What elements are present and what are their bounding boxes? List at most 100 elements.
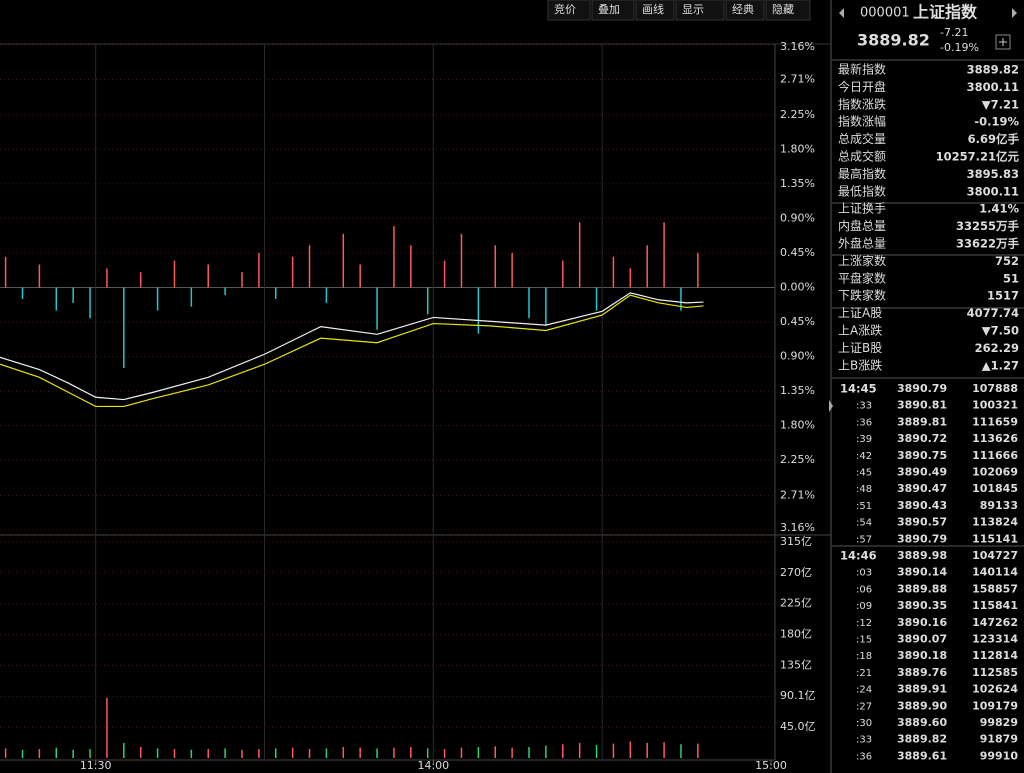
add-button[interactable] <box>995 34 1011 50</box>
stat-label: 指数涨幅 <box>838 114 886 129</box>
trade-volume: 140114 <box>972 566 1018 579</box>
trade-time: :12 <box>856 618 872 629</box>
y-tick-label: 270亿 <box>780 566 812 579</box>
stat-value: 1.41% <box>979 202 1019 216</box>
trade-volume: 113824 <box>972 516 1018 529</box>
trade-time: :39 <box>856 434 872 445</box>
collapse-arrow[interactable] <box>829 400 833 412</box>
y-tick-label: 0.45% <box>780 315 815 328</box>
toolbar-button[interactable] <box>675 0 725 21</box>
toolbar-button[interactable] <box>547 0 591 21</box>
stat-label: 平盘家数 <box>838 270 886 285</box>
toolbar-label[interactable]: 画线 <box>642 2 664 16</box>
y-tick-label: 180亿 <box>780 628 812 641</box>
toolbar-label[interactable]: 隐藏 <box>772 3 794 16</box>
quote-change-pct: -0.19% <box>940 41 979 54</box>
trade-volume: 109179 <box>972 699 1018 712</box>
stat-value: 6.69亿手 <box>968 132 1020 146</box>
stat-value: 3800.11 <box>967 80 1019 94</box>
trade-volume: 113626 <box>972 432 1018 445</box>
y-tick-label: 1.80% <box>780 419 815 432</box>
stat-value: 1517 <box>987 289 1019 303</box>
trade-time: :36 <box>856 417 872 428</box>
trade-price: 3889.61 <box>897 749 947 762</box>
toolbar-label[interactable]: 叠加 <box>598 3 620 16</box>
toolbar-button[interactable] <box>591 0 635 21</box>
trade-price: 3890.35 <box>897 599 947 612</box>
prev-arrow[interactable] <box>839 8 844 18</box>
stat-value: 10257.21亿元 <box>936 150 1020 164</box>
stat-value: ▲1.27 <box>982 358 1019 372</box>
x-tick-label: 14:00 <box>417 759 449 772</box>
y-tick-label: 225亿 <box>780 597 812 610</box>
y-tick-label: 90.1亿 <box>780 689 816 702</box>
toolbar-label[interactable]: 竞价 <box>554 2 576 16</box>
trade-time: :03 <box>856 568 872 579</box>
stat-value: 33255万手 <box>956 219 1020 233</box>
y-tick-label: 0.45% <box>780 246 815 259</box>
stat-value: 3800.11 <box>967 184 1019 198</box>
add-icon <box>999 38 1007 46</box>
trade-price: 3889.60 <box>897 716 947 729</box>
trade-volume: 89133 <box>980 499 1018 512</box>
trade-time: :18 <box>856 651 872 662</box>
trade-volume: 111666 <box>972 449 1018 462</box>
trade-price: 3890.79 <box>897 532 947 545</box>
toolbar-label[interactable]: 显示 <box>682 3 704 16</box>
stat-label: 指数涨跌 <box>838 96 886 111</box>
stat-value: 752 <box>995 254 1019 268</box>
trade-time: :30 <box>856 718 872 729</box>
toolbar-button[interactable] <box>765 0 811 21</box>
trade-price: 3889.76 <box>897 666 947 679</box>
trade-volume: 99829 <box>980 716 1018 729</box>
trade-price: 3890.49 <box>897 466 947 479</box>
toolbar-label[interactable]: 经典 <box>732 2 754 16</box>
trade-price: 3890.72 <box>897 432 947 445</box>
trade-price: 3889.90 <box>897 699 947 712</box>
trade-price: 3889.81 <box>897 415 947 428</box>
trade-price: 3889.98 <box>897 549 947 562</box>
trade-time: :33 <box>856 735 872 746</box>
stat-value: -0.19% <box>974 115 1019 129</box>
trade-time: :57 <box>856 534 872 545</box>
stat-value: 262.29 <box>975 341 1019 355</box>
y-tick-label: 2.71% <box>780 488 815 501</box>
stat-value: 51 <box>1003 271 1019 285</box>
trade-volume: 91879 <box>980 733 1018 746</box>
stat-value: 3895.83 <box>967 167 1019 181</box>
stat-label: 最低指数 <box>838 183 886 198</box>
quote-change: -7.21 <box>940 26 968 39</box>
quote-price: 3889.82 <box>857 31 930 50</box>
trade-price: 3890.57 <box>897 516 947 529</box>
toolbar-button[interactable] <box>725 0 765 21</box>
next-arrow[interactable] <box>1012 8 1017 18</box>
trade-volume: 101845 <box>972 482 1018 495</box>
trade-volume: 112585 <box>972 666 1018 679</box>
y-tick-label: 315亿 <box>780 535 812 548</box>
stat-label: 最新指数 <box>838 62 886 77</box>
y-tick-label: 3.16% <box>780 521 815 534</box>
stat-label: 今日开盘 <box>838 79 886 94</box>
trade-price: 3889.88 <box>897 582 947 595</box>
stat-label: 最高指数 <box>838 166 886 181</box>
stat-label: 上A涨跌 <box>838 323 882 338</box>
y-tick-label: 135亿 <box>780 658 812 671</box>
trade-price: 3889.82 <box>897 733 947 746</box>
trade-price: 3889.91 <box>897 683 947 696</box>
trade-time: 14:45 <box>840 382 877 396</box>
toolbar-button[interactable] <box>635 0 675 21</box>
y-tick-label: 2.71% <box>780 73 815 86</box>
stat-value: ▼7.50 <box>982 324 1019 338</box>
trade-time: :27 <box>856 701 872 712</box>
trade-volume: 100321 <box>972 399 1018 412</box>
stat-value: 4077.74 <box>967 306 1019 320</box>
trade-time: :36 <box>856 751 872 762</box>
stat-label: 总成交量 <box>838 131 886 146</box>
stat-label: 外盘总量 <box>838 236 886 251</box>
trade-time: :09 <box>856 601 872 612</box>
stat-label: 上证B股 <box>838 341 882 355</box>
trade-volume: 147262 <box>972 616 1018 629</box>
stat-value: 33622万手 <box>956 237 1020 251</box>
trade-price: 3890.16 <box>897 616 947 629</box>
